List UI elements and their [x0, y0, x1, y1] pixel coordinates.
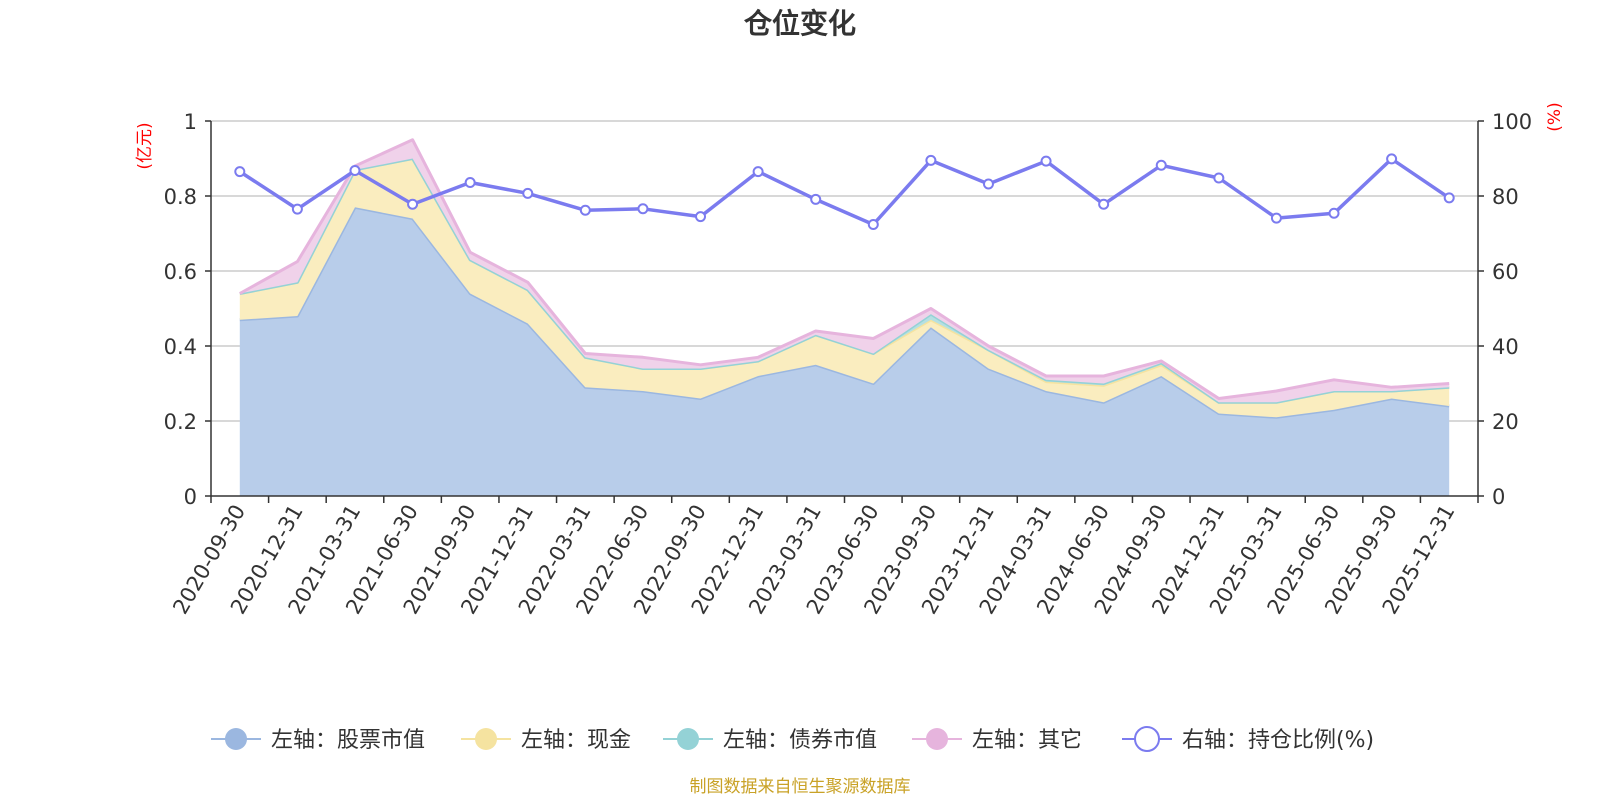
left-tick-label: 1: [184, 110, 197, 134]
legend-marker: [475, 728, 497, 750]
area-其它: [239, 139, 1450, 403]
ratio-point: [1328, 207, 1340, 219]
ratio-point: [867, 219, 879, 230]
right-tick-label: 20: [1492, 410, 1519, 434]
legend-label: 左轴：债券市值: [723, 728, 877, 753]
area-股票市值: [239, 207, 1450, 497]
legend-marker: [225, 728, 247, 750]
ratio-point: [1155, 159, 1167, 171]
ratio-line: [234, 153, 1455, 230]
ratio-point: [982, 178, 994, 190]
ratio-line-path: [238, 157, 1451, 227]
ratio-point: [925, 154, 937, 166]
left-tick-label: 0.2: [164, 410, 197, 434]
legend-label: 右轴：持仓比例(%): [1182, 728, 1374, 753]
left-tick-label: 0.8: [164, 185, 197, 209]
left-tick-label: 0: [184, 485, 197, 509]
ratio-point: [407, 198, 419, 210]
ratio-point: [695, 211, 707, 223]
ratio-point: [810, 193, 822, 205]
data-source-note: 制图数据来自恒生聚源数据库: [690, 777, 911, 797]
right-tick-label: 40: [1492, 335, 1519, 359]
left-tick-label: 0.6: [164, 260, 197, 284]
ratio-point: [752, 166, 764, 178]
ratio-point: [1270, 212, 1282, 224]
legend-marker: [1134, 726, 1160, 752]
chart-title: 仓位变化: [744, 7, 856, 40]
legend-label: 左轴：其它: [972, 728, 1082, 753]
ratio-point: [291, 203, 303, 215]
right-axis-unit: (%): [1545, 102, 1565, 131]
ratio-point: [1098, 198, 1110, 210]
ratio-point: [464, 177, 476, 188]
legend-label: 左轴：股票市值: [271, 728, 425, 753]
right-tick-label: 80: [1492, 185, 1519, 209]
legend: 左轴：股票市值 左轴：现金 左轴：债券市值 左轴：其它 右轴：持仓比例(%): [211, 726, 1374, 753]
right-tick-label: 100: [1492, 110, 1532, 134]
area-edge-其它: [239, 138, 1450, 400]
ratio-point: [522, 187, 534, 199]
legend-marker: [926, 728, 948, 750]
ratio-point: [1443, 192, 1455, 204]
ratio-point: [1386, 153, 1398, 165]
ratio-point: [579, 204, 591, 216]
ratio-point: [637, 203, 649, 215]
ratio-point: [349, 165, 361, 176]
right-tick-label: 60: [1492, 260, 1519, 284]
left-axis-unit: (亿元): [135, 122, 155, 169]
legend-marker: [677, 728, 699, 750]
legend-label: 左轴：现金: [521, 728, 631, 753]
area-现金: [239, 158, 1450, 418]
ratio-point: [1213, 172, 1225, 184]
right-tick-label: 0: [1492, 485, 1505, 509]
ratio-point: [1040, 155, 1052, 167]
ratio-point: [234, 166, 246, 178]
left-tick-label: 0.4: [164, 335, 197, 359]
stacked-areas: [239, 138, 1450, 497]
